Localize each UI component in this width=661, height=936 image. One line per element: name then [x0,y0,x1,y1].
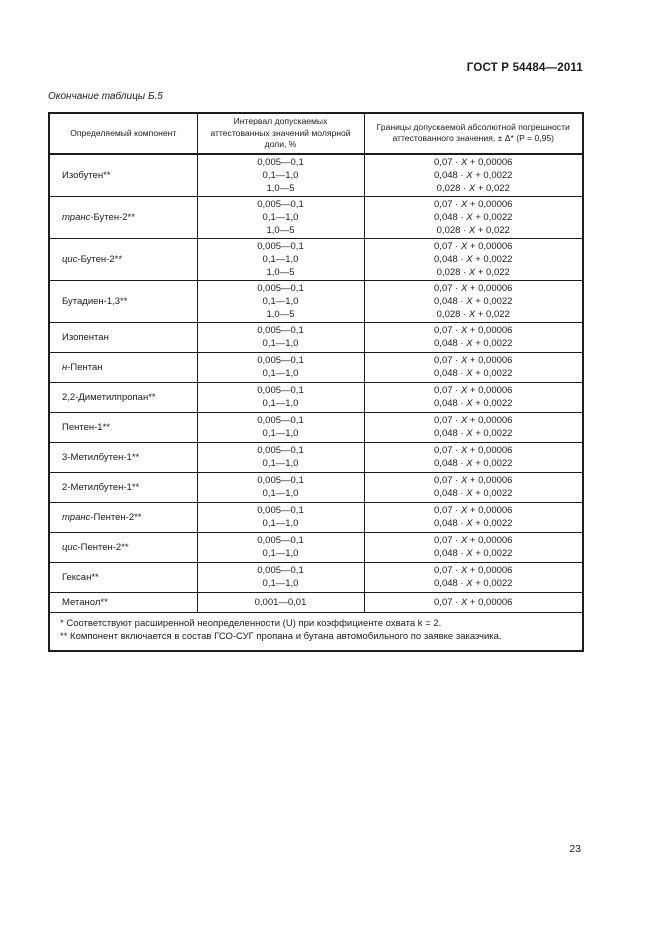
col-header-interval: Интервал допускаемых аттестованных значе… [196,112,365,155]
error-bounds-cell: 0,07 · X + 0,00006 0,048 · X + 0,0022 [363,561,584,593]
table-row: Метанол** 0,001—0,01 0,07 · X + 0,00006 [48,591,584,613]
error-bounds-cell: 0,07 · X + 0,00006 0,048 · X + 0,0022 0,02… [363,153,584,197]
table-body: Изобутен** 0,005—0,1 0,1—1,0 1,0—5 0,07 · X … [48,153,584,613]
error-bounds-cell: 0,07 · X + 0,00006 0,048 · X + 0,0022 [363,441,584,473]
error-bounds-cell: 0,07 · X + 0,00006 0,048 · X + 0,0022 [363,321,584,353]
component-name-cell: транс-Пентен-2** [48,501,198,533]
error-bounds-cell: 0,07 · X + 0,00006 0,048 · X + 0,0022 [363,501,584,533]
error-bounds-cell: 0,07 · X + 0,00006 0,048 · X + 0,0022 [363,411,584,443]
interval-cell: 0,005—0,1 0,1—1,0 [196,531,365,563]
table-row: 2-Метилбутен-1** 0,005—0,1 0,1—1,0 0,07 · X… [48,471,584,503]
table-row: 2,2-Диметилпропан** 0,005—0,1 0,1—1,0 0,07 … [48,381,584,413]
component-name-cell: Пентен-1** [48,411,198,443]
interval-cell: 0,005—0,1 0,1—1,0 [196,471,365,503]
component-name-cell: Изопентан [48,321,198,353]
interval-cell: 0,005—0,1 0,1—1,0 1,0—5 [196,279,365,323]
doc-code: ГОСТ Р 54484—2011 [466,62,583,74]
error-bounds-cell: 0,07 · X + 0,00006 0,048 · X + 0,0022 0,02… [363,237,584,281]
table-header-row: Определяемый компонент Интервал допускае… [48,112,584,155]
component-name-cell: Метанол** [48,591,198,613]
table-row: Гексан** 0,005—0,1 0,1—1,0 0,07 · X + 0,000… [48,561,584,593]
data-table: Определяемый компонент Интервал допускае… [48,112,584,652]
col-header-component: Определяемый компонент [48,112,198,155]
table-row: 3-Метилбутен-1** 0,005—0,1 0,1—1,0 0,07 · X… [48,441,584,473]
interval-cell: 0,005—0,1 0,1—1,0 [196,441,365,473]
component-name-cell: н-Пентан [48,351,198,383]
table-row: Бутадиен-1,3** 0,005—0,1 0,1—1,0 1,0—5 0,07 … [48,279,584,323]
interval-cell: 0,005—0,1 0,1—1,0 [196,501,365,533]
table-caption: Окончание таблицы Б.5 [48,91,163,102]
component-name-cell: Бутадиен-1,3** [48,279,198,323]
table-row: Изопентан 0,005—0,1 0,1—1,0 0,07 · X + 0,00… [48,321,584,353]
table-row: цис-Пентен-2** 0,005—0,1 0,1—1,0 0,07 · X +… [48,531,584,563]
interval-cell: 0,005—0,1 0,1—1,0 [196,561,365,593]
footnote-double-star: ** Компонент включается в состав ГСО-СУГ… [60,631,502,642]
interval-cell: 0,005—0,1 0,1—1,0 [196,351,365,383]
table-row: н-Пентан 0,005—0,1 0,1—1,0 0,07 · X + 0,000… [48,351,584,383]
interval-cell: 0,005—0,1 0,1—1,0 [196,321,365,353]
error-bounds-cell: 0,07 · X + 0,00006 0,048 · X + 0,0022 [363,471,584,503]
component-name-cell: цис-Пентен-2** [48,531,198,563]
interval-cell: 0,005—0,1 0,1—1,0 [196,381,365,413]
component-name-cell: 3-Метилбутен-1** [48,441,198,473]
error-bounds-cell: 0,07 · X + 0,00006 0,048 · X + 0,0022 0,02… [363,195,584,239]
interval-cell: 0,005—0,1 0,1—1,0 1,0—5 [196,153,365,197]
component-name-cell: Изобутен** [48,153,198,197]
interval-cell: 0,005—0,1 0,1—1,0 1,0—5 [196,195,365,239]
table-row: Пентен-1** 0,005—0,1 0,1—1,0 0,07 · X + 0,0… [48,411,584,443]
component-name-cell: 2-Метилбутен-1** [48,471,198,503]
footnotes-cell: * Соответствуют расширенной неопределенн… [48,611,584,651]
interval-cell: 0,001—0,01 [196,591,365,613]
error-bounds-cell: 0,07 · X + 0,00006 0,048 · X + 0,0022 [363,531,584,563]
col-header-error: Границы допускаемой абсолютной погрешнос… [363,112,584,155]
component-name-cell: Гексан** [48,561,198,593]
error-bounds-cell: 0,07 · X + 0,00006 0,048 · X + 0,0022 [363,351,584,383]
error-bounds-cell: 0,07 · X + 0,00006 [363,591,584,613]
table-row: транс-Бутен-2** 0,005—0,1 0,1—1,0 1,0—5 0,07… [48,195,584,239]
footnote-single-star: * Соответствуют расширенной неопределенн… [60,617,442,629]
component-name-cell: транс-Бутен-2** [48,195,198,239]
component-name-cell: 2,2-Диметилпропан** [48,381,198,413]
table-footnote-row: * Соответствуют расширенной неопределенн… [48,611,584,651]
error-bounds-cell: 0,07 · X + 0,00006 0,048 · X + 0,0022 [363,381,584,413]
table-row: Изобутен** 0,005—0,1 0,1—1,0 1,0—5 0,07 · X … [48,153,584,197]
error-bounds-cell: 0,07 · X + 0,00006 0,048 · X + 0,0022 0,02… [363,279,584,323]
interval-cell: 0,005—0,1 0,1—1,0 [196,411,365,443]
table-row: транс-Пентен-2** 0,005—0,1 0,1—1,0 0,07 · X… [48,501,584,533]
table-row: цис-Бутен-2** 0,005—0,1 0,1—1,0 1,0—5 0,07 ·… [48,237,584,281]
interval-cell: 0,005—0,1 0,1—1,0 1,0—5 [196,237,365,281]
component-name-cell: цис-Бутен-2** [48,237,198,281]
page-number: 23 [569,843,581,855]
